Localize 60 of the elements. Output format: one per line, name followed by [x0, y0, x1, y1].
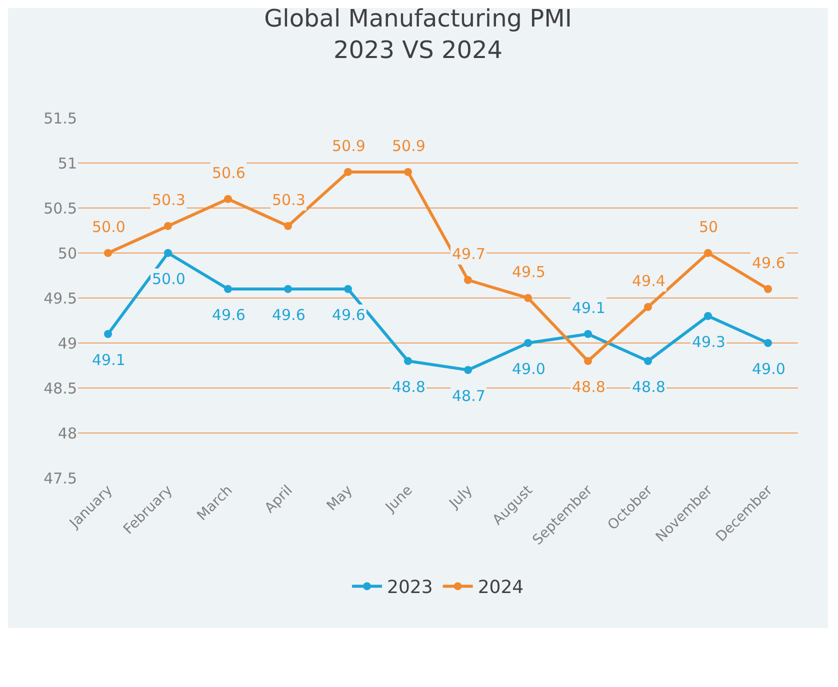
data-label: 49.4	[632, 272, 666, 290]
y-tick-label: 51	[58, 154, 77, 172]
data-label: 49.1	[92, 351, 126, 369]
point	[104, 330, 112, 338]
data-label: 49.0	[512, 360, 546, 378]
legend-label: 2023	[387, 577, 433, 598]
data-label: 49.7	[452, 245, 486, 263]
point	[224, 285, 232, 293]
data-label: 49.6	[212, 306, 246, 324]
data-label: 49.0	[752, 360, 786, 378]
point	[644, 357, 652, 365]
data-label: 48.8	[632, 378, 666, 396]
data-label: 49.6	[752, 254, 786, 272]
point	[164, 249, 172, 257]
y-tick-label: 49	[58, 334, 77, 352]
point	[284, 285, 292, 293]
data-label: 50.3	[272, 191, 306, 209]
point	[344, 285, 352, 293]
point	[704, 312, 712, 320]
y-tick-label: 49.5	[44, 289, 77, 308]
y-tick-label: 47.5	[44, 469, 77, 488]
data-label: 49.1	[572, 299, 606, 317]
point	[524, 339, 532, 347]
point	[584, 330, 592, 338]
point	[104, 249, 112, 257]
data-label: 49.5	[512, 263, 546, 281]
point	[644, 303, 652, 311]
data-label: 50.6	[212, 164, 246, 182]
point	[464, 276, 472, 284]
data-label: 48.7	[452, 387, 486, 405]
y-tick-label: 50.5	[44, 199, 77, 218]
y-tick-label: 51.5	[44, 109, 77, 128]
data-label: 50.3	[152, 191, 186, 209]
legend-label: 2024	[478, 577, 524, 598]
data-label: 48.8	[572, 378, 606, 396]
data-label: 48.8	[392, 378, 426, 396]
data-label: 50	[699, 218, 718, 236]
data-label: 50.0	[152, 270, 186, 288]
y-tick-label: 48.5	[44, 379, 77, 398]
point	[464, 366, 472, 374]
point	[164, 222, 172, 230]
point	[584, 357, 592, 365]
point	[704, 249, 712, 257]
point	[404, 357, 412, 365]
data-label: 50.0	[92, 218, 126, 236]
data-label: 50.9	[332, 137, 366, 155]
point	[764, 285, 772, 293]
data-label: 49.6	[272, 306, 306, 324]
y-tick-label: 48	[58, 424, 77, 442]
y-tick-label: 50	[58, 244, 77, 262]
data-label: 50.9	[392, 137, 426, 155]
point	[344, 168, 352, 176]
point	[224, 195, 232, 203]
point	[284, 222, 292, 230]
point	[404, 168, 412, 176]
data-label: 49.3	[692, 333, 726, 351]
point	[524, 294, 532, 302]
point	[764, 339, 772, 347]
data-label: 49.6	[332, 306, 366, 324]
chart-title: Global Manufacturing PMI 2023 VS 2024	[264, 4, 572, 64]
